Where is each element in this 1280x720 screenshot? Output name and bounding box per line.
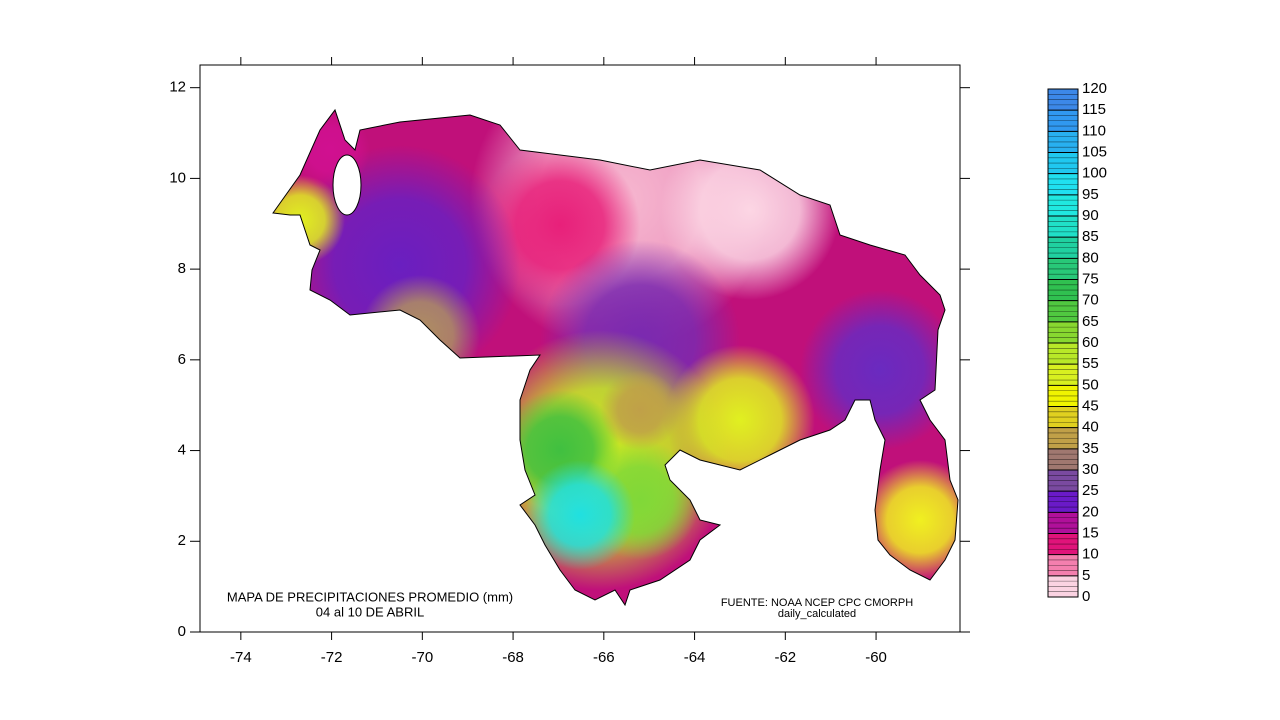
source-note: daily_calculated — [778, 608, 856, 620]
y-tick-label: 4 — [178, 442, 186, 459]
colorbar-label: 40 — [1082, 419, 1099, 436]
y-tick-label: 10 — [169, 169, 186, 186]
lake-maracaibo — [332, 154, 362, 216]
colorbar-label: 15 — [1082, 524, 1099, 541]
colorbar-label: 25 — [1082, 482, 1099, 499]
y-tick-label: 2 — [178, 532, 186, 549]
y-tick-label: 6 — [178, 351, 186, 368]
x-tick-label: -60 — [865, 649, 887, 666]
colorbar-label: 50 — [1082, 376, 1099, 393]
colorbar-label: 60 — [1082, 334, 1099, 351]
colorbar-label: 115 — [1082, 101, 1106, 118]
x-tick-label: -62 — [774, 649, 796, 666]
colorbar-label: 80 — [1082, 249, 1099, 266]
y-tick-label: 0 — [178, 623, 186, 640]
country-outline — [272, 108, 959, 607]
colorbar-label: 35 — [1082, 440, 1099, 457]
y-tick-label: 12 — [169, 79, 186, 96]
field-blob — [360, 275, 480, 395]
colorbar-label: 70 — [1082, 292, 1099, 309]
field-blob — [860, 460, 958, 580]
colorbar-label: 85 — [1082, 228, 1099, 245]
colorbar-label: 120 — [1082, 80, 1107, 97]
colorbar-label: 20 — [1082, 503, 1099, 520]
field-blob — [800, 290, 958, 450]
map-subtitle: 04 al 10 DE ABRIL — [316, 604, 424, 619]
colorbar-label: 105 — [1082, 143, 1107, 160]
colorbar-label: 0 — [1082, 588, 1090, 605]
x-tick-label: -66 — [593, 649, 615, 666]
colorbar-label: 110 — [1082, 122, 1106, 139]
colorbar-label: 45 — [1082, 397, 1099, 414]
colorbar-label: 5 — [1082, 567, 1090, 584]
colorbar-label: 30 — [1082, 461, 1099, 478]
colorbar-label: 55 — [1082, 355, 1099, 372]
y-tick-label: 8 — [178, 260, 186, 277]
x-tick-label: -68 — [502, 649, 524, 666]
colorbar-label: 100 — [1082, 165, 1107, 182]
colorbar-label: 65 — [1082, 313, 1099, 330]
x-tick-label: -72 — [321, 649, 343, 666]
colorbar-label: 95 — [1082, 186, 1099, 203]
colorbar-label: 90 — [1082, 207, 1099, 224]
x-tick-label: -70 — [411, 649, 433, 666]
x-tick-label: -74 — [230, 649, 252, 666]
colorbar-label: 75 — [1082, 270, 1099, 287]
colorbar-label: 10 — [1082, 546, 1099, 563]
x-tick-label: -64 — [684, 649, 706, 666]
precipitation-field — [273, 110, 958, 605]
map-title: MAPA DE PRECIPITACIONES PROMEDIO (mm) — [227, 589, 513, 604]
plot-frame — [199, 64, 961, 633]
source: FUENTE: NOAA NCEP CPC CMORPH — [721, 597, 913, 609]
field-blob — [600, 370, 680, 450]
field-blob — [525, 460, 635, 570]
